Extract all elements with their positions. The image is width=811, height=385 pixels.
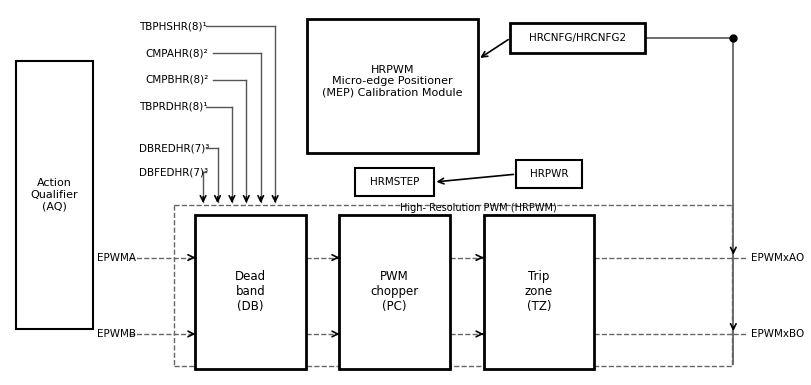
Bar xyxy=(15,61,92,329)
Text: CMPAHR(8)²: CMPAHR(8)² xyxy=(145,48,208,58)
Text: HRMSTEP: HRMSTEP xyxy=(370,177,419,187)
Text: TBPHSHR(8)¹: TBPHSHR(8)¹ xyxy=(139,21,207,31)
Text: HRPWM
Micro-edge Positioner
(MEP) Calibration Module: HRPWM Micro-edge Positioner (MEP) Calibr… xyxy=(322,65,462,98)
Text: HRPWR: HRPWR xyxy=(530,169,569,179)
Text: DBREDHR(7)³: DBREDHR(7)³ xyxy=(139,143,209,153)
Text: Trip
zone
(TZ): Trip zone (TZ) xyxy=(525,270,553,313)
Text: DBFEDHR(7)³: DBFEDHR(7)³ xyxy=(139,167,208,177)
Text: Dead
band
(DB): Dead band (DB) xyxy=(235,270,266,313)
Text: EPWMB: EPWMB xyxy=(97,329,136,339)
Bar xyxy=(517,160,581,188)
Bar xyxy=(195,215,306,369)
Bar xyxy=(355,168,434,196)
Bar xyxy=(340,215,450,369)
Text: EPWMxBO: EPWMxBO xyxy=(751,329,804,339)
Bar xyxy=(307,19,478,153)
Text: PWM
chopper
(PC): PWM chopper (PC) xyxy=(371,270,418,313)
Text: TBPRDHR(8)¹: TBPRDHR(8)¹ xyxy=(139,102,208,112)
Bar xyxy=(483,215,594,369)
Bar xyxy=(510,23,645,53)
Text: EPWMxAO: EPWMxAO xyxy=(751,253,804,263)
Text: CMPBHR(8)²: CMPBHR(8)² xyxy=(145,75,208,85)
Text: High- Resolution PWM (HRPWM): High- Resolution PWM (HRPWM) xyxy=(400,203,557,213)
Text: Action
Qualifier
(AQ): Action Qualifier (AQ) xyxy=(30,178,78,212)
Text: EPWMA: EPWMA xyxy=(97,253,136,263)
Text: HRCNFG/HRCNFG2: HRCNFG/HRCNFG2 xyxy=(529,33,626,43)
